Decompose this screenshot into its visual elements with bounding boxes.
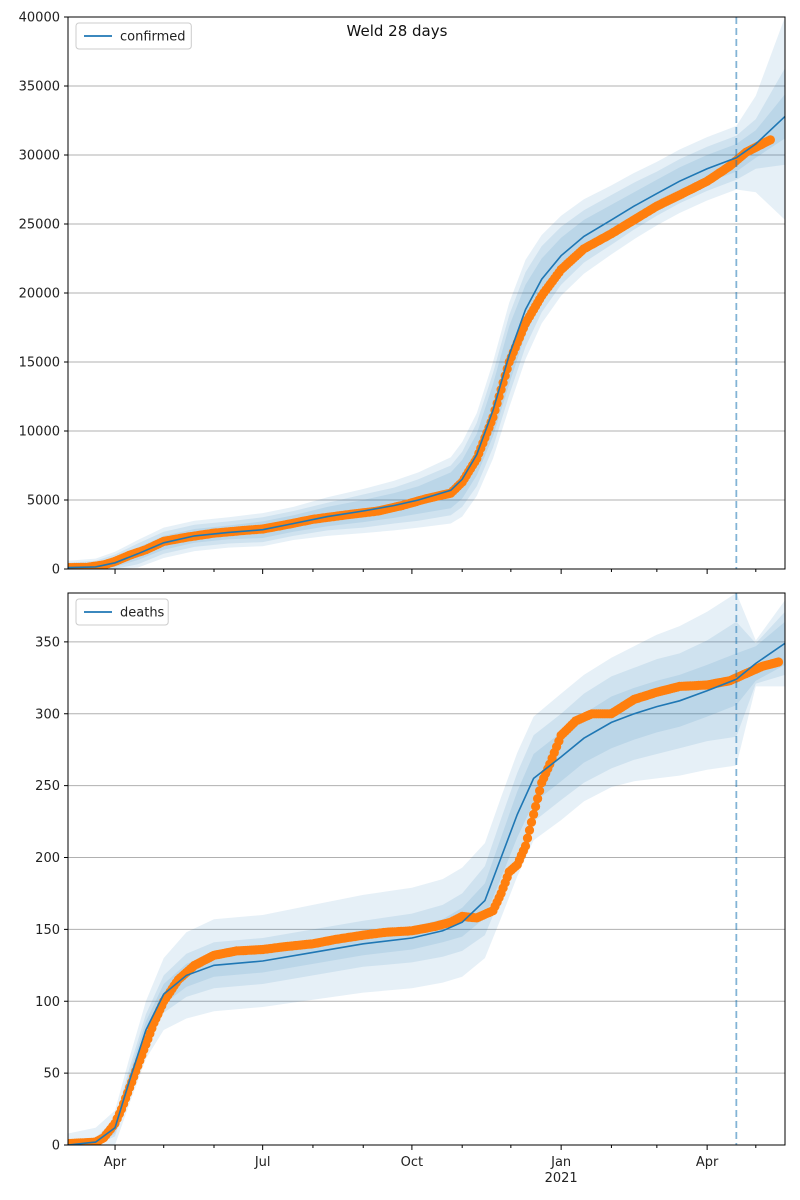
y-tick-label: 150 (35, 923, 60, 938)
y-tick-label: 25000 (19, 218, 60, 233)
confirmed-panel: 0 5000 10000 15000 20000 25000 30000 35000 40000… (19, 11, 786, 578)
uncertainty-band-inner (68, 621, 785, 1145)
observed-point (765, 135, 776, 145)
y-tick-label: 5000 (27, 494, 60, 509)
model-line (68, 115, 785, 569)
observed-point (533, 794, 543, 804)
legend-box (75, 598, 169, 626)
uncertainty-band-inner (68, 94, 785, 569)
x-tick-label: Jan (550, 1155, 571, 1170)
x-tick-label: Oct (401, 1155, 423, 1170)
observed-point (522, 833, 533, 843)
y-tick-label: 250 (35, 779, 60, 794)
legend-label: deaths (120, 606, 165, 621)
y-tick-label: 30000 (19, 149, 60, 164)
y-tick-label: 350 (35, 635, 60, 650)
x-tick-label: Apr (696, 1155, 719, 1170)
observed-point (520, 841, 531, 851)
plot-area (68, 593, 785, 1145)
y-tick-label: 15000 (19, 356, 60, 371)
observed-point (529, 809, 539, 820)
y-tick-label: 0 (52, 563, 60, 578)
observed-point (524, 825, 535, 835)
observed-point (535, 786, 545, 796)
observed-point (531, 801, 541, 812)
y-tick-label: 10000 (19, 425, 60, 440)
y-tick-label: 200 (35, 851, 60, 866)
y-tick-label: 20000 (19, 287, 60, 302)
model-line (68, 642, 785, 1145)
plot-area (68, 17, 785, 569)
uncertainty-band-outer (68, 593, 785, 1145)
y-tick-label: 40000 (19, 11, 60, 26)
x-tick-sublabel: 2021 (545, 1171, 578, 1186)
observed-point (526, 817, 537, 827)
y-tick-label: 50 (43, 1067, 60, 1082)
figure-title: Weld 28 days (347, 22, 448, 40)
legend-label: confirmed (120, 30, 186, 45)
y-tick-label: 300 (35, 707, 60, 722)
axes-frame (67, 16, 786, 570)
x-tick-label: Jul (254, 1155, 271, 1170)
x-tick-label: Apr (104, 1155, 127, 1170)
observed-point (773, 657, 784, 667)
y-tick-label: 100 (35, 995, 60, 1010)
legend-box (75, 22, 192, 50)
y-tick-label: 35000 (19, 80, 60, 95)
y-tick-label: 0 (52, 1139, 60, 1154)
uncertainty-band-mid (68, 611, 785, 1145)
axes-frame (67, 592, 786, 1146)
